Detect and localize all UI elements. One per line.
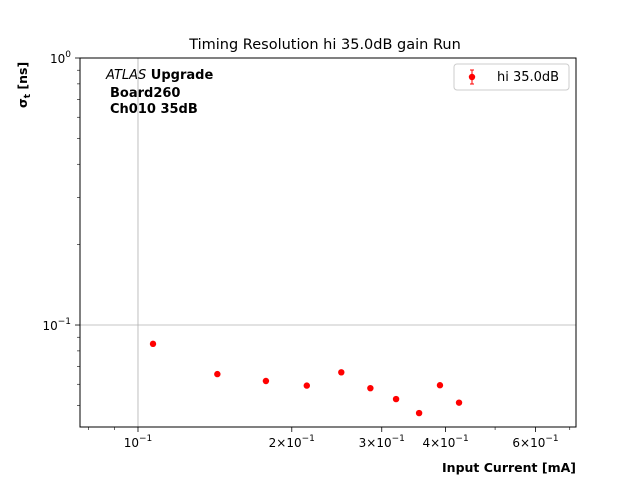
data-point [214, 370, 221, 378]
data-point [338, 369, 345, 376]
legend: hi 35.0dB [453, 63, 570, 91]
y-axis-label-symbol: σ [15, 98, 30, 108]
x-tick-label: 10−1 [124, 434, 153, 450]
legend-marker [468, 73, 476, 81]
chart-title: Timing Resolution hi 35.0dB gain Run [188, 37, 461, 53]
y-tick-label-exponent: −1 [58, 317, 71, 327]
plot-frame [79, 57, 577, 428]
data-point [303, 382, 310, 389]
legend-label: hi 35.0dB [497, 70, 559, 85]
annotation-upgrade: Upgrade [146, 68, 213, 83]
x-tick-label-base: 4×10 [422, 436, 455, 450]
x-tick-label-exponent: −1 [545, 434, 558, 444]
y-tick-label: 10−1 [42, 317, 71, 333]
x-tick-label: 3×10−1 [359, 434, 405, 450]
y-tick-label-base: 10 [50, 52, 65, 66]
x-tick-label: 2×10−1 [269, 434, 315, 450]
x-tick-label: 6×10−1 [512, 434, 558, 450]
x-axis-label: Input Current [mA] [442, 460, 576, 475]
y-axis-label: σt [ns] [15, 62, 33, 108]
x-tick-label-base: 10 [124, 436, 139, 450]
y-tick-label-exponent: 0 [65, 50, 71, 60]
y-tick-label-base: 10 [42, 319, 57, 333]
data-point [415, 409, 423, 417]
x-axis-ticks: 10−1 2×10−1 3×10−1 4×10−1 6×10−1 [88, 427, 571, 450]
x-tick-label-base: 2×10 [269, 436, 302, 450]
x-tick-label: 4×10−1 [422, 434, 468, 450]
x-tick-label-exponent: −1 [455, 434, 468, 444]
y-axis-label-subscript: t [23, 93, 33, 98]
annotation-line-3: Ch010 35dB [110, 102, 198, 117]
annotation-line-2: Board260 [110, 86, 180, 101]
x-tick-label-base: 6×10 [512, 436, 545, 450]
legend-box [453, 63, 570, 91]
data-point [392, 395, 400, 403]
x-tick-label-base: 3×10 [359, 436, 392, 450]
y-tick-label: 100 [50, 50, 71, 66]
data-point [455, 399, 463, 406]
annotation: ATLAS Upgrade Board260 Ch010 35dB [105, 68, 213, 117]
annotation-atlas: ATLAS [105, 68, 146, 83]
annotation-line-1: ATLAS Upgrade [105, 68, 213, 83]
data-points [149, 340, 463, 417]
data-point [367, 384, 374, 392]
x-tick-label-exponent: −1 [139, 434, 152, 444]
x-tick-label-exponent: −1 [302, 434, 315, 444]
data-point [262, 377, 270, 385]
x-tick-label-exponent: −1 [392, 434, 405, 444]
data-point [149, 340, 157, 348]
data-point [436, 382, 444, 389]
y-axis-label-unit: [ns] [15, 62, 30, 94]
